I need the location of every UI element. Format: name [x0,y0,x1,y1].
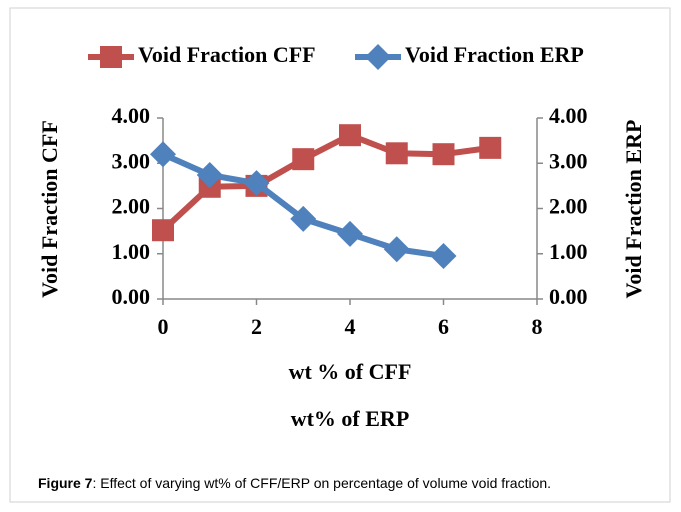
y2-tick-label: 0.00 [549,284,588,309]
series-marker [432,143,455,166]
series-marker [196,162,223,189]
y2-axis-title: Void Fraction ERP [621,120,646,299]
y2-tick-label: 1.00 [549,239,588,264]
series-marker [479,136,502,159]
y-tick-label: 1.00 [112,239,151,264]
x-tick-label: 2 [251,314,262,339]
figure-border [9,7,671,503]
legend-marker [100,46,122,68]
series-marker [385,142,408,165]
series-marker [290,205,317,232]
series-marker [243,170,270,197]
y-tick-label: 2.00 [112,194,151,219]
y-tick-label: 0.00 [112,284,151,309]
y2-tick-label: 3.00 [549,148,588,173]
caption-label: Figure 7 [38,475,93,491]
series-marker [337,220,363,247]
caption: Figure 7: Effect of varying wt% of CFF/E… [38,475,551,491]
y-tick-label: 4.00 [112,103,151,128]
legend-label: Void Fraction CFF [138,42,316,67]
x-tick-label: 6 [438,314,449,339]
x-axis-title-2: wt% of ERP [291,406,410,431]
series-marker [152,219,174,242]
series-marker [430,243,457,270]
y2-tick-label: 2.00 [549,194,588,219]
y2-tick-label: 4.00 [549,103,588,128]
x-tick-label: 0 [158,314,169,339]
x-tick-label: 4 [345,314,356,339]
caption-text: : Effect of varying wt% of CFF/ERP on pe… [92,475,551,491]
y-axis-title: Void Fraction CFF [37,120,62,298]
x-tick-label: 8 [532,314,543,339]
legend-label: Void Fraction ERP [405,42,584,67]
series-marker [292,148,315,171]
x-axis-title: wt % of CFF [289,359,412,384]
series-marker [150,141,176,168]
legend-marker [365,44,391,70]
series-marker [339,124,361,147]
y-tick-label: 3.00 [112,148,151,173]
series-marker [383,236,410,263]
